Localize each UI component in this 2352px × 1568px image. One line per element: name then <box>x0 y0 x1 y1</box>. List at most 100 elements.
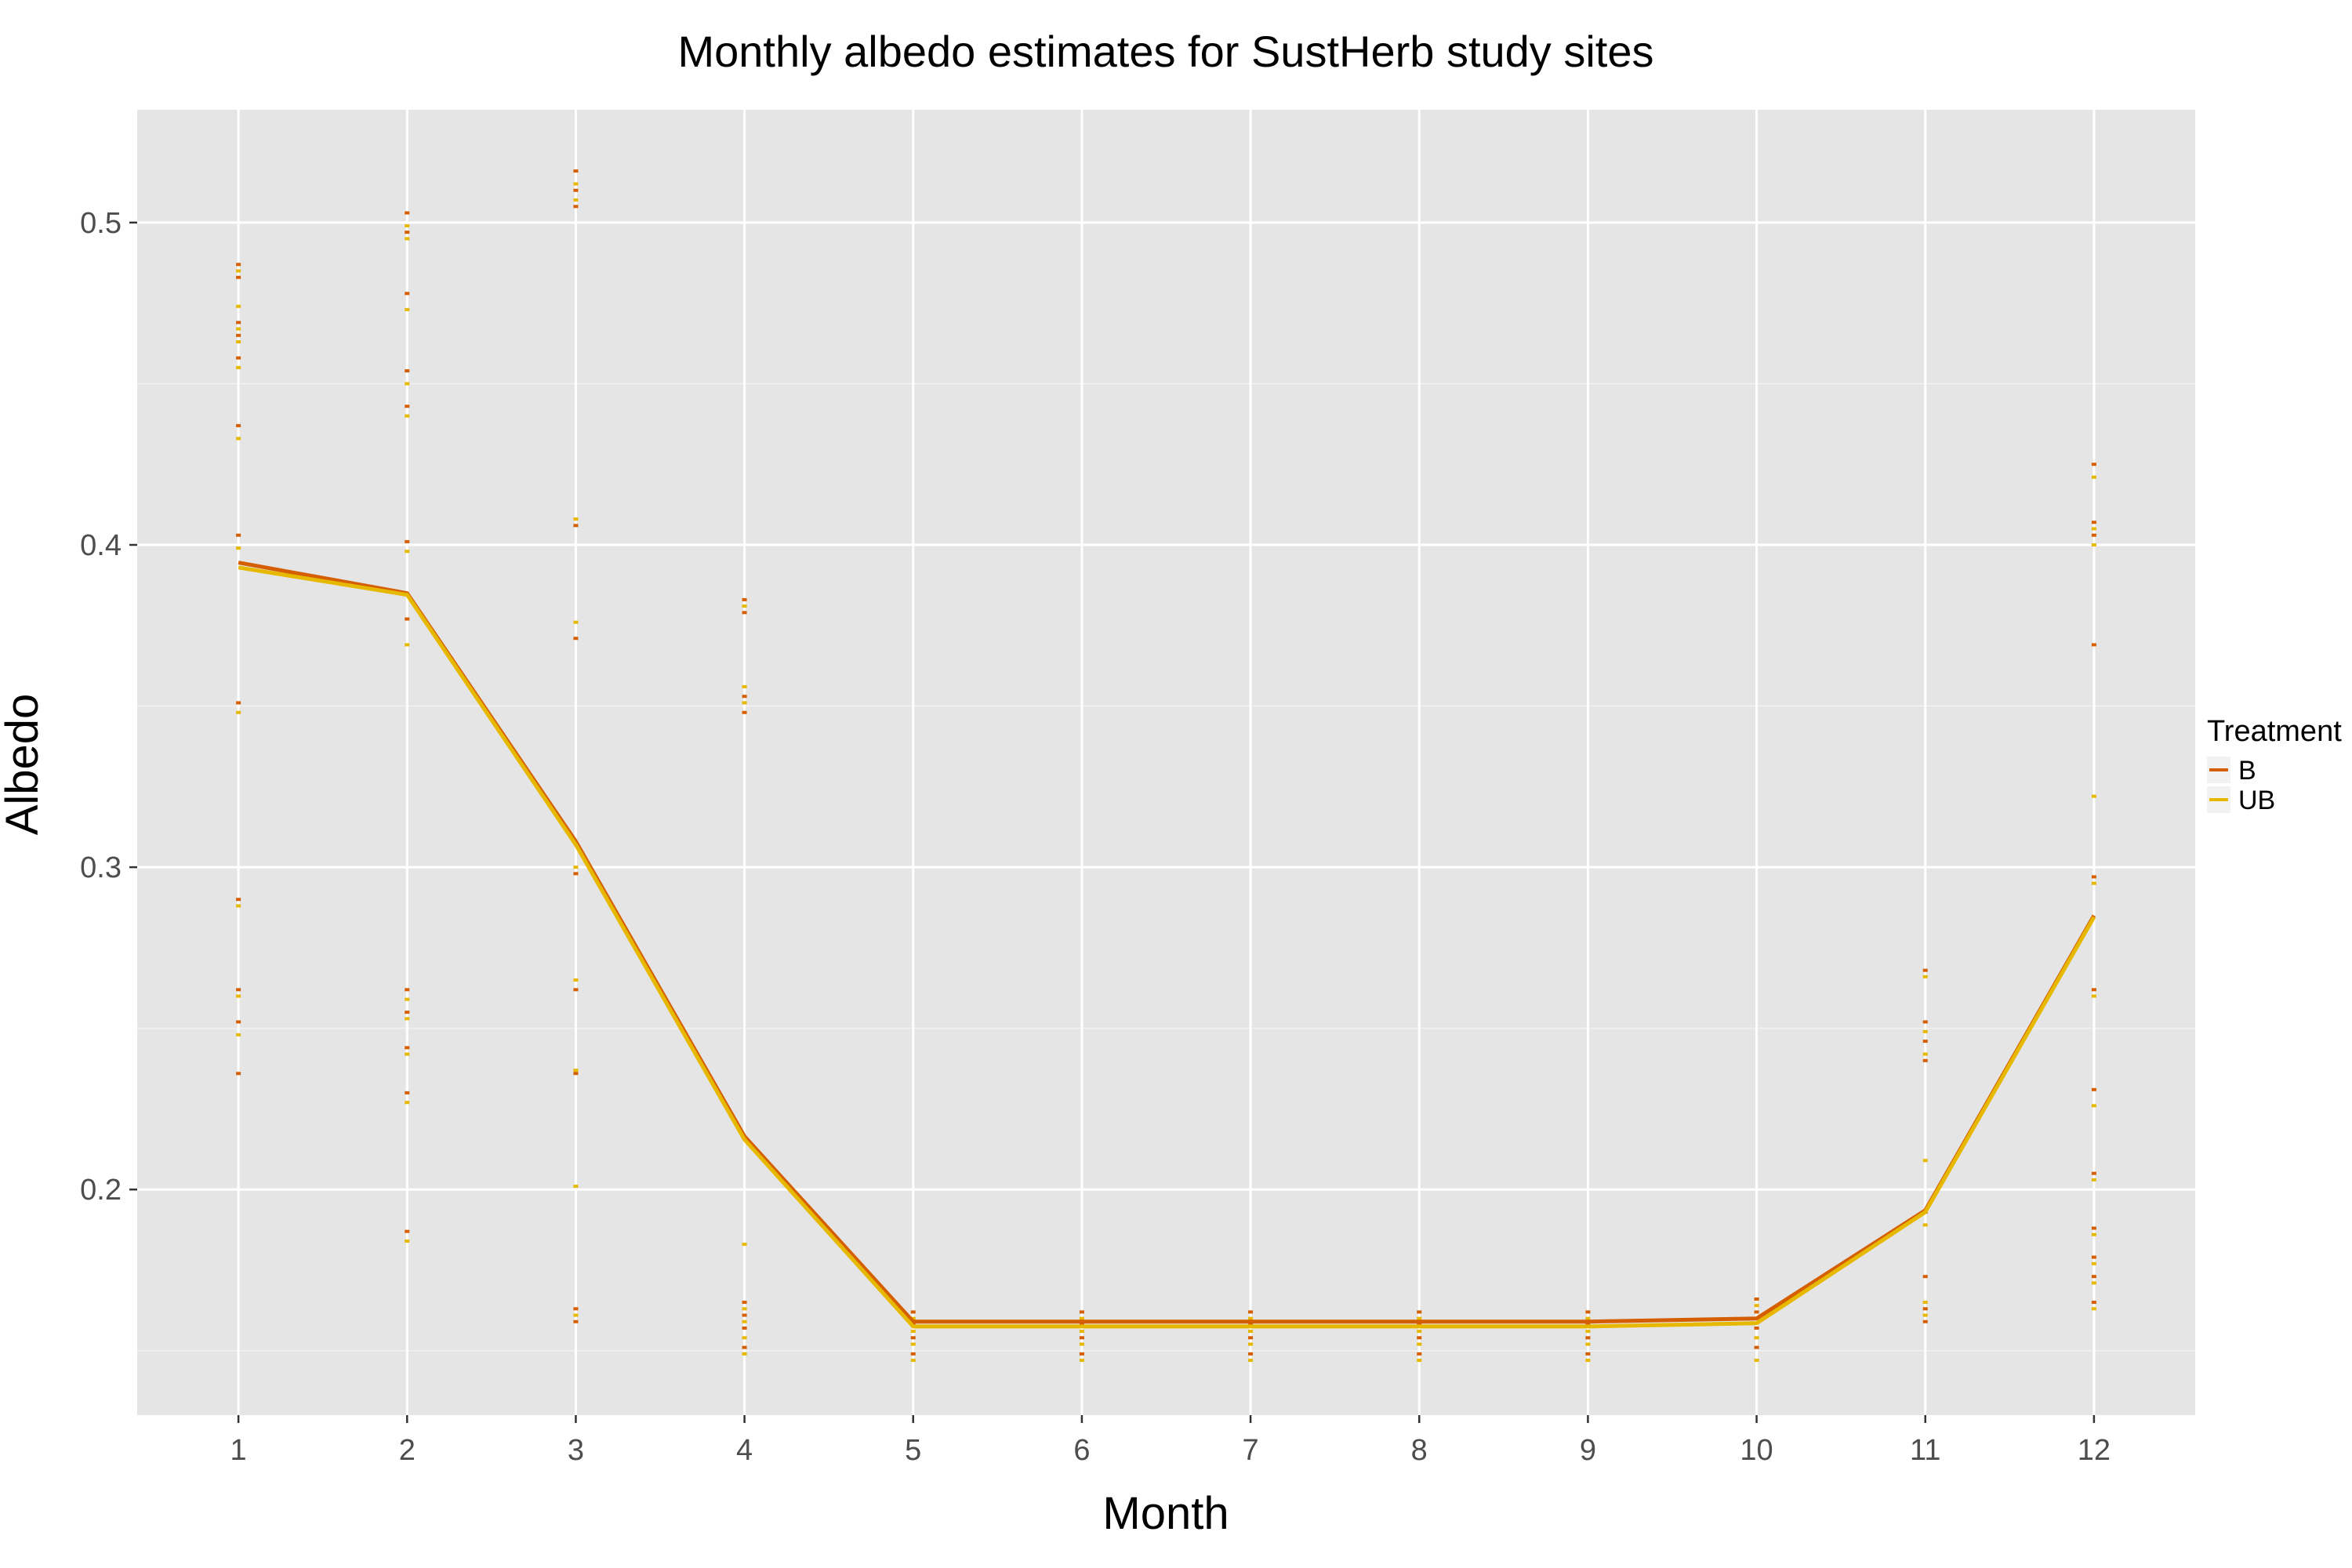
y-tick-label: 0.5 <box>80 207 122 240</box>
observation-point <box>573 637 579 641</box>
observation-point <box>236 904 241 908</box>
observation-point <box>405 1101 410 1105</box>
observation-point <box>236 263 241 267</box>
observation-point <box>2091 1275 2096 1279</box>
observation-point <box>1248 1342 1254 1346</box>
observation-point <box>236 269 241 273</box>
observation-point <box>405 211 410 215</box>
observation-point <box>236 333 241 337</box>
observation-point <box>2091 1255 2096 1259</box>
observation-point <box>1248 1330 1254 1334</box>
observation-point <box>742 1352 747 1356</box>
plot-panel <box>137 110 2195 1415</box>
observation-point <box>1079 1359 1084 1363</box>
observation-point <box>236 1033 241 1036</box>
observation-point <box>1248 1359 1254 1363</box>
observation-point <box>1922 1313 1928 1317</box>
observation-point <box>1248 1352 1254 1356</box>
observation-point <box>2091 875 2096 879</box>
observation-point <box>573 182 579 186</box>
x-tick-label: 11 <box>1910 1434 1940 1467</box>
observation-points <box>236 169 2096 1363</box>
observation-point <box>1754 1327 1759 1330</box>
observation-point <box>236 437 241 441</box>
observation-point <box>2091 988 2096 992</box>
observation-point <box>573 198 579 202</box>
observation-point <box>1754 1304 1759 1308</box>
observation-point <box>405 405 410 408</box>
observation-point <box>1922 1040 1928 1044</box>
observation-point <box>1922 1307 1928 1311</box>
x-tick-label: 8 <box>1411 1434 1428 1467</box>
observation-point <box>1922 1223 1928 1227</box>
observation-point <box>2091 527 2096 531</box>
observation-point <box>1922 1319 1928 1323</box>
chart-title: Monthly albedo estimates for SustHerb st… <box>677 27 1653 76</box>
x-tick-label: 9 <box>1580 1434 1596 1467</box>
observation-point <box>405 224 410 227</box>
x-tick-label: 7 <box>1243 1434 1259 1467</box>
observation-point <box>2091 521 2096 524</box>
observation-point <box>742 1319 747 1323</box>
observation-point <box>742 1327 747 1330</box>
observation-point <box>1079 1342 1084 1346</box>
observation-point <box>2091 1226 2096 1230</box>
observation-point <box>2091 1232 2096 1236</box>
observation-point <box>236 533 241 537</box>
observation-point <box>742 1345 747 1349</box>
observation-point <box>1585 1330 1591 1334</box>
observation-point <box>910 1310 916 1314</box>
observation-point <box>1079 1330 1084 1334</box>
observation-point <box>2091 543 2096 546</box>
observation-point <box>573 205 579 209</box>
observation-point <box>2091 1281 2096 1285</box>
observation-point <box>742 1313 747 1317</box>
observation-point <box>2091 1171 2096 1175</box>
observation-point <box>573 988 579 992</box>
observation-point <box>1248 1316 1254 1320</box>
observation-point <box>1417 1359 1422 1363</box>
observation-point <box>1754 1310 1759 1314</box>
observation-point <box>573 1319 579 1323</box>
observation-point <box>1754 1298 1759 1301</box>
observation-point <box>1248 1336 1254 1340</box>
observation-point <box>1079 1310 1084 1314</box>
observation-point <box>2091 463 2096 466</box>
observation-point <box>573 524 579 528</box>
observation-point <box>742 1307 747 1311</box>
observation-point <box>1754 1345 1759 1349</box>
observation-point <box>573 1069 579 1073</box>
observation-point <box>573 188 579 192</box>
observation-point <box>2091 881 2096 885</box>
observation-point <box>910 1342 916 1346</box>
x-axis-title: Month <box>1102 1488 1229 1539</box>
observation-point <box>236 710 241 714</box>
observation-point <box>1922 1159 1928 1163</box>
observation-point <box>573 1307 579 1311</box>
observation-point <box>236 546 241 550</box>
observation-point <box>573 620 579 624</box>
observation-point <box>405 539 410 543</box>
x-tick-label: 5 <box>905 1434 921 1467</box>
observation-point <box>1079 1336 1084 1340</box>
observation-point <box>1585 1316 1591 1320</box>
observation-point <box>405 307 410 311</box>
observation-point <box>405 1052 410 1056</box>
observation-point <box>236 701 241 705</box>
observation-point <box>742 710 747 714</box>
observation-point <box>236 275 241 279</box>
x-tick-label: 1 <box>230 1434 247 1467</box>
observation-point <box>1079 1352 1084 1356</box>
series-line-ub <box>238 565 2096 1329</box>
observation-point <box>742 1301 747 1305</box>
x-tick-label: 12 <box>2078 1434 2111 1467</box>
observation-point <box>236 423 241 427</box>
observation-point <box>1585 1310 1591 1314</box>
observation-point <box>2091 1301 2096 1305</box>
observation-point <box>405 369 410 372</box>
x-tick-label: 3 <box>568 1434 584 1467</box>
observation-point <box>2091 643 2096 647</box>
x-tick-label: 10 <box>1740 1434 1773 1467</box>
observation-point <box>236 898 241 902</box>
series-lines <box>238 561 2096 1329</box>
